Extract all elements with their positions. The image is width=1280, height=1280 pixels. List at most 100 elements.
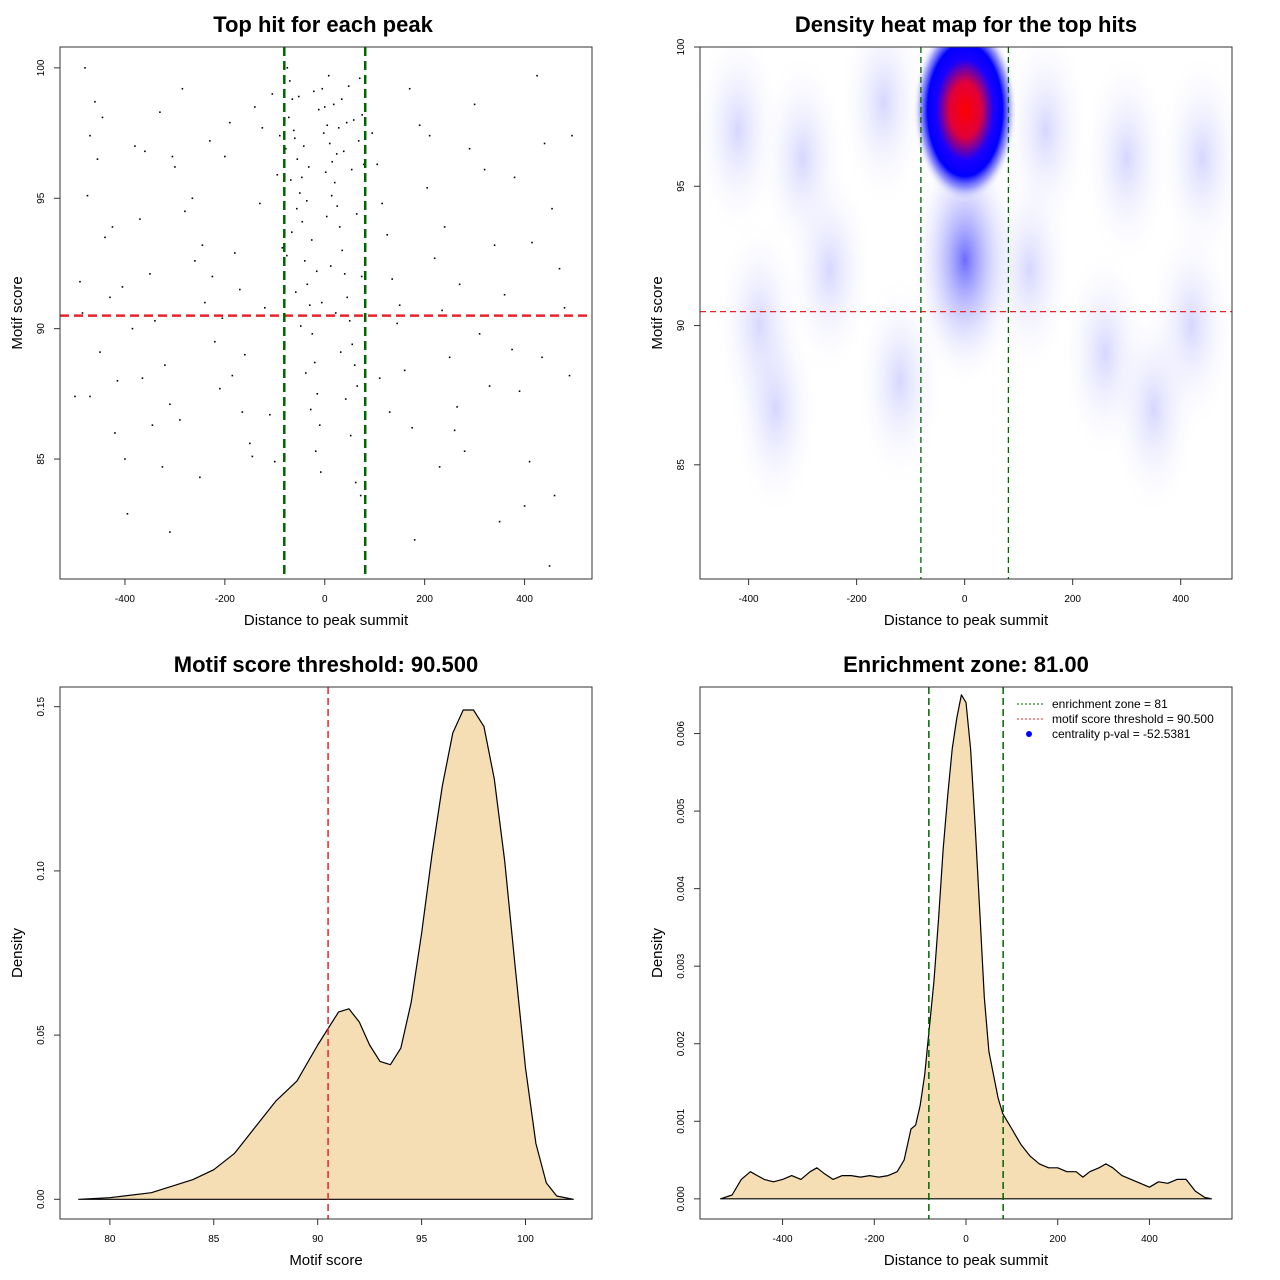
scatter-point [441, 309, 443, 312]
scatter-point [315, 270, 318, 273]
scatter-point [317, 108, 320, 111]
scatter-point [94, 100, 96, 103]
scatter-point [273, 460, 276, 463]
scatter-point [357, 140, 360, 142]
plot-frame [59, 686, 593, 1220]
legend-item: motif score threshold = 90.500 [1052, 712, 1214, 726]
scatter-point [234, 252, 236, 254]
scatter-point [388, 411, 391, 413]
scatter-point [296, 158, 299, 160]
scatter-point [563, 306, 566, 309]
scatter-point [96, 158, 99, 160]
scatter-point [164, 364, 166, 366]
scatter-point [473, 103, 476, 106]
scatter-point [294, 291, 297, 293]
x-tick-label: 0 [963, 1234, 969, 1245]
x-tick-label: 200 [1064, 594, 1081, 605]
scatter-point [558, 267, 561, 270]
scatter-point [121, 286, 124, 288]
scatter-point [214, 340, 216, 343]
scatter-point [181, 87, 184, 90]
scatter-point [316, 393, 319, 395]
scatter-point [335, 153, 338, 155]
density-background-blob [730, 299, 821, 520]
x-tick-label: 400 [1172, 594, 1189, 605]
scatter-point [86, 194, 89, 197]
scatter-point [321, 87, 324, 90]
scatter-point [191, 197, 194, 200]
scatter-point [453, 429, 456, 432]
scatter-point [511, 348, 513, 351]
scatter-point [391, 278, 393, 280]
scatter-point [239, 288, 241, 291]
density-lower-band [910, 130, 1020, 390]
scatter-point [349, 434, 352, 437]
scatter-point [307, 166, 310, 168]
y-tick-label: 85 [36, 453, 47, 465]
scatter-point [338, 226, 341, 228]
scatter-point [353, 364, 356, 366]
density-background-blob [838, 47, 929, 213]
y-tick-label: 0.004 [676, 876, 687, 901]
scatter-point [179, 419, 181, 421]
scatter-point [426, 187, 428, 189]
plot-frame [59, 46, 593, 580]
scatter-point [114, 432, 116, 434]
x-tick-label: -200 [864, 1234, 884, 1245]
scatter-point [84, 67, 86, 69]
scatter-point [271, 93, 274, 95]
scatter-point [396, 322, 398, 325]
density-background-blob [1157, 48, 1232, 269]
scatter-point [408, 87, 411, 90]
scatter-point [358, 77, 361, 80]
scatter-point [536, 74, 538, 77]
x-axis-label: Motif score [289, 1252, 362, 1269]
scatter-point [116, 380, 119, 382]
scatter-point [322, 132, 325, 134]
scatter-point [264, 306, 266, 309]
scatter-point [305, 200, 308, 202]
scatter-point [348, 320, 351, 322]
scatter-point [219, 387, 221, 390]
scatter-point [331, 160, 334, 163]
scatter-point [468, 147, 471, 150]
scatter-point [523, 505, 526, 507]
y-axis-label: Density [9, 927, 26, 978]
plot-frame [699, 46, 1233, 580]
scatter-point [298, 192, 301, 194]
scatter-point [553, 494, 556, 497]
y-tick-label: 95 [36, 192, 47, 204]
heatmap-panel: Density heat map for the top hits -400 -2… [649, 12, 1233, 629]
scatter-point [144, 150, 146, 153]
scatter-point [302, 145, 305, 147]
motif-density-panel: Motif score threshold: 90.500 80 85 90 95 10… [9, 652, 593, 1269]
scatter-point [355, 213, 358, 215]
scatter-point [333, 181, 336, 184]
y-axis: 0.000 0.001 0.002 0.003 0.004 0.005 0.006 [676, 721, 700, 1211]
y-tick-label: 0.005 [676, 798, 687, 823]
scatter-point [276, 173, 279, 176]
scatter-point [194, 260, 196, 262]
scatter-point [154, 320, 156, 322]
scatter-point [313, 361, 316, 364]
scatter-point [337, 127, 340, 129]
scatter-point [456, 406, 458, 408]
scatter-point [303, 260, 306, 262]
scatter-point [261, 127, 264, 129]
x-axis-label: Distance to peak summit [884, 1252, 1049, 1269]
y-axis-label: Motif score [9, 276, 26, 349]
scatter-point [249, 442, 251, 445]
x-tick-label: -400 [739, 594, 759, 605]
scatter-point [297, 95, 300, 98]
scatter-point [332, 103, 335, 106]
scatter-point [381, 202, 383, 205]
scatter-point [376, 163, 379, 166]
scatter-point [184, 210, 186, 213]
scatter-point [74, 395, 76, 398]
scatter-point [124, 458, 126, 460]
heatmap-density [700, 47, 1232, 579]
scatter-point [503, 293, 506, 296]
y-axis: 85 90 95 100 [36, 59, 60, 465]
scatter-point [418, 124, 421, 127]
